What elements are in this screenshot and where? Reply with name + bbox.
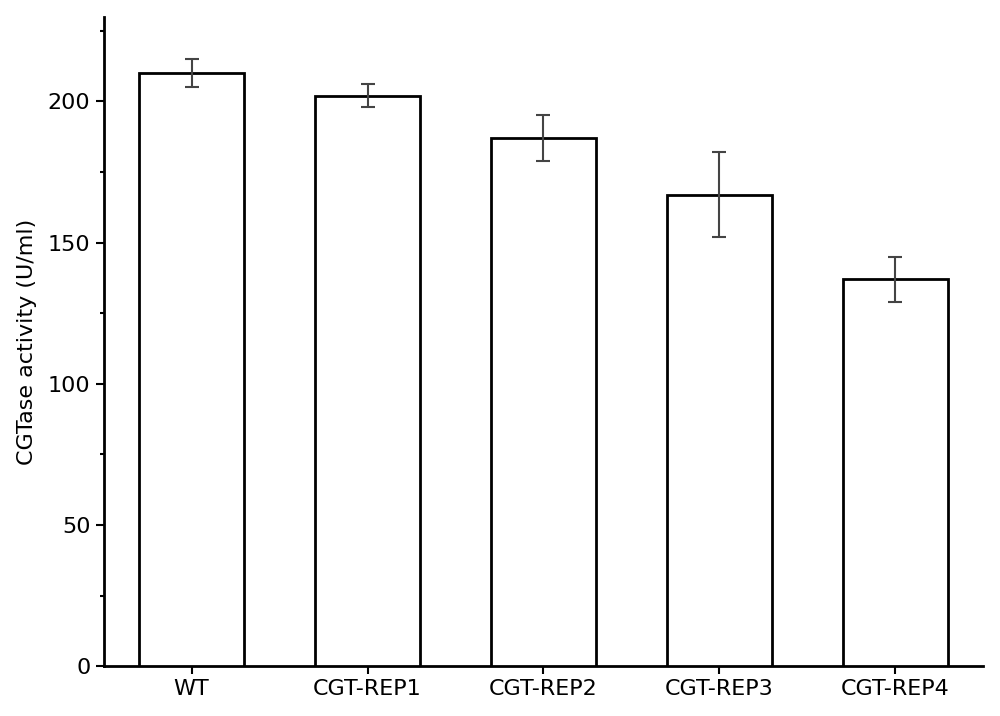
Bar: [667, 195, 772, 666]
Y-axis label: CGTase activity (U/ml): CGTase activity (U/ml): [17, 218, 37, 465]
Bar: [843, 279, 948, 666]
Bar: [139, 73, 244, 666]
Bar: [315, 96, 420, 666]
Bar: [491, 138, 596, 666]
